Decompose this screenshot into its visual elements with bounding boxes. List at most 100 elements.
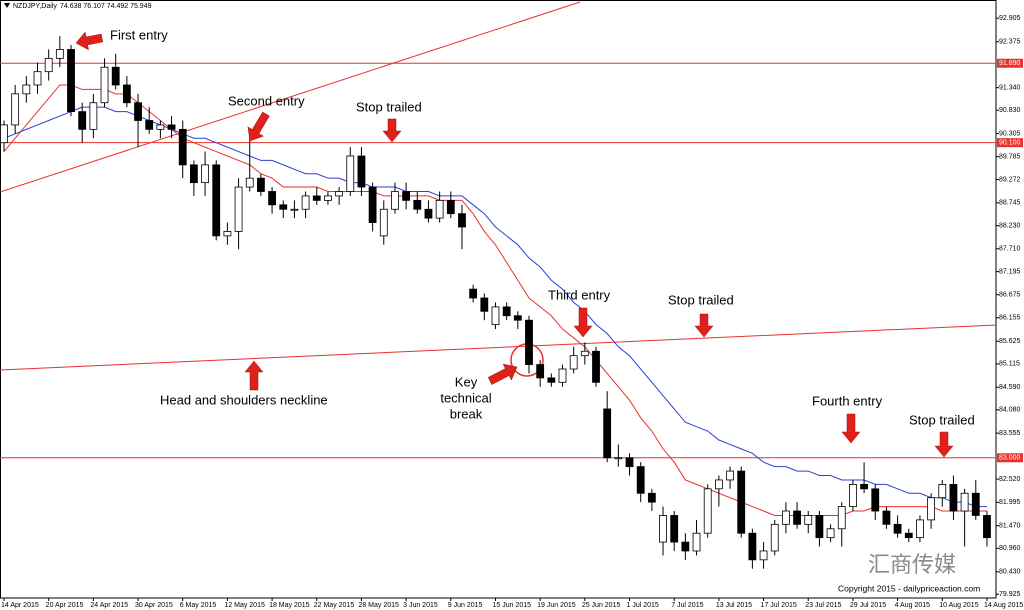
candle-body [759, 550, 768, 561]
y-tick-label: 81.470 [999, 523, 1021, 530]
candle-body [212, 164, 221, 237]
x-tick-label: 22 May 2015 [314, 602, 355, 609]
trend-line [0, 1, 581, 193]
candle-body [547, 377, 556, 383]
y-tick-label: 92.905 [999, 15, 1021, 22]
annotation: First entry [110, 27, 168, 42]
candle-body [737, 470, 746, 534]
x-tick-label: 10 Aug 2015 [939, 602, 978, 609]
y-tick-label: 89.272 [999, 176, 1021, 183]
candle-body [592, 350, 600, 383]
y-tick-label: 85.625 [999, 338, 1021, 345]
candle-body [893, 523, 902, 534]
candle-body [983, 515, 991, 539]
candle-body [33, 71, 42, 86]
candle-body [67, 49, 75, 113]
y-tick-label: 89.785 [999, 154, 1021, 161]
x-tick-label: 6 May 2015 [180, 602, 217, 609]
candle-body [837, 506, 846, 530]
candle-body [134, 102, 142, 121]
arrow [244, 360, 264, 391]
plot: 92.905 92.375 91.340 90.830 90.305 89.785 89.2… [0, 15, 1023, 609]
annotation: Second entry [228, 93, 305, 108]
candle-body [257, 177, 265, 192]
y-tick-label: 85.115 [999, 361, 1020, 368]
annotation: Key [455, 374, 478, 389]
x-tick-label: 25 Jun 2015 [582, 602, 621, 609]
candle-body [804, 515, 813, 525]
y-tick-label: 80.960 [999, 545, 1021, 552]
candle-body [726, 470, 734, 481]
y-tick-label: 86.155 [999, 315, 1021, 322]
x-tick-label: 28 May 2015 [358, 602, 399, 609]
x-tick-label: 14 Aug 2015 [984, 602, 1023, 609]
x-tick-label: 18 May 2015 [269, 602, 310, 609]
candle-body [268, 191, 276, 206]
copyright: Copyright 2015 - dailypriceaction.com [838, 583, 980, 593]
y-tick-label: 79.925 [999, 591, 1021, 598]
y-tick-label: 92.375 [999, 39, 1021, 46]
candle-body [491, 306, 500, 326]
arrow [573, 307, 593, 338]
plot-frame [0, 0, 997, 599]
x-tick-label: 7 Jul 2015 [671, 602, 703, 609]
candle-body [916, 519, 924, 539]
candle-body [525, 319, 533, 365]
candle-body [782, 510, 790, 525]
candle-body [849, 483, 857, 507]
candle-body [435, 199, 444, 219]
neckline [0, 324, 997, 371]
x-tick-label: 24 Apr 2015 [90, 602, 128, 609]
arrow [382, 118, 402, 143]
candle-body [536, 364, 545, 379]
annotation: break [450, 406, 483, 421]
candle-body [580, 350, 589, 357]
y-tick-label: 88.745 [999, 200, 1021, 207]
candle-body [391, 191, 399, 210]
candle-body [904, 532, 913, 539]
y-tick-label: 82.520 [999, 476, 1021, 483]
candle-body [748, 532, 757, 561]
candle-body [480, 297, 489, 312]
candle-body [122, 84, 131, 104]
candle-body [55, 49, 64, 59]
y-tick-label: 91.340 [999, 84, 1021, 91]
candle-body [44, 57, 53, 73]
candle-body [614, 457, 623, 460]
x-tick-label: 4 Aug 2015 [895, 602, 931, 609]
candle-body [793, 510, 801, 525]
candle-body [402, 191, 411, 201]
candle-body [670, 515, 679, 543]
candle-body [234, 186, 243, 232]
x-tick-label: 30 Apr 2015 [135, 602, 173, 609]
x-tick-label: 23 Jul 2015 [805, 602, 841, 609]
candle-body [413, 199, 422, 210]
candle-body [22, 84, 31, 95]
candle-body [826, 528, 835, 539]
arrow [694, 313, 714, 338]
level-box [997, 453, 1023, 463]
candle-body [949, 483, 958, 512]
candle-body [714, 479, 723, 490]
annotation: Stop trailed [909, 412, 975, 427]
level-label: 90.100 [999, 140, 1021, 147]
candle-body [178, 128, 187, 166]
candle-body [502, 306, 511, 317]
level-box [997, 138, 1023, 148]
arrow [487, 363, 518, 385]
candle-body [636, 466, 645, 494]
candle-body [279, 204, 288, 210]
y-tick-label: 84.080 [999, 407, 1021, 414]
candle-body [603, 408, 612, 459]
level-box [997, 58, 1023, 68]
candle-body [871, 488, 880, 512]
x-tick-label: 13 Jul 2015 [716, 602, 752, 609]
level-label: 83.000 [999, 455, 1021, 462]
arrow [841, 413, 861, 444]
candle-body [145, 120, 154, 130]
arrows [75, 31, 954, 458]
candle-body [971, 492, 980, 516]
header-icon [4, 3, 10, 8]
x-tick-label: 3 Jun 2015 [403, 602, 438, 609]
